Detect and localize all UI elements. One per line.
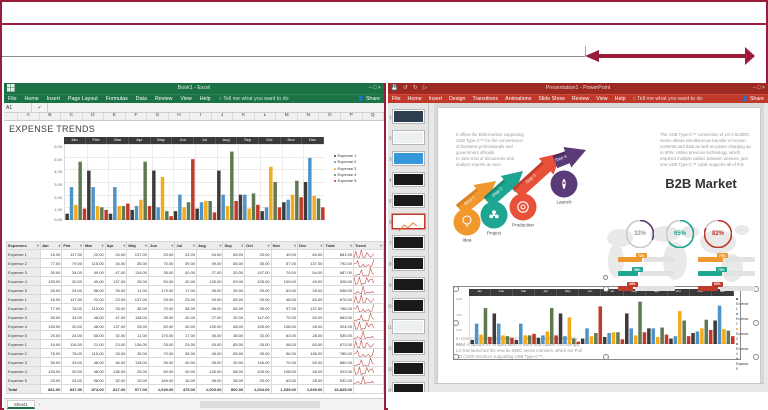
svg-text:Production: Production xyxy=(512,223,534,228)
svg-text:Launch: Launch xyxy=(556,200,572,205)
svg-text:Idea: Idea xyxy=(463,238,472,243)
svg-text:Project: Project xyxy=(487,231,502,236)
